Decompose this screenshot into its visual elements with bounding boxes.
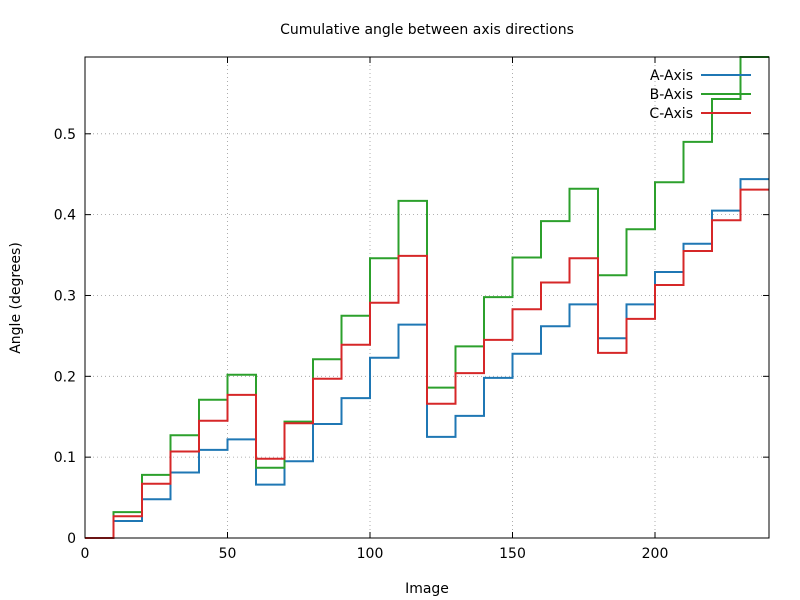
y-tick-label: 0.4	[54, 208, 76, 224]
x-tick-label: 200	[642, 546, 669, 562]
legend-label-a-axis: A-Axis	[650, 68, 693, 84]
legend-label-b-axis: B-Axis	[650, 87, 693, 103]
x-axis-label: Image	[405, 581, 449, 597]
x-tick-label: 0	[81, 546, 90, 562]
series-line-c-axis	[85, 188, 769, 539]
chart-title: Cumulative angle between axis directions	[280, 22, 574, 38]
y-tick-label: 0.2	[54, 369, 76, 385]
x-tick-label: 150	[499, 546, 526, 562]
x-tick-label: 100	[357, 546, 384, 562]
axis-ticks: 0 50 100 150 200 0 0.1 0.2 0.3 0.4 0.5	[54, 57, 769, 562]
y-tick-label: 0.5	[54, 127, 76, 143]
legend: A-Axis B-Axis C-Axis	[649, 68, 751, 122]
series-group	[85, 56, 769, 539]
legend-label-c-axis: C-Axis	[649, 106, 693, 122]
y-axis-label: Angle (degrees)	[8, 242, 24, 354]
x-tick-label: 50	[219, 546, 237, 562]
y-tick-label: 0	[67, 531, 76, 547]
plot-frame	[84, 56, 770, 539]
y-tick-label: 0.1	[54, 450, 76, 466]
y-tick-label: 0.3	[54, 288, 76, 304]
